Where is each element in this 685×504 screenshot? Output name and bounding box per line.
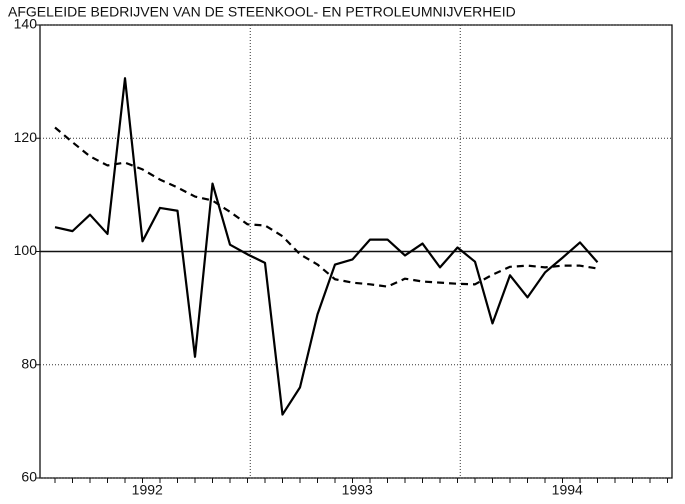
data-line (54, 77, 599, 416)
y-tick-label: 120 (14, 129, 38, 145)
x-tick-label: 1994 (552, 482, 583, 498)
y-tick-label: 100 (14, 242, 38, 258)
y-tick-label: 60 (21, 469, 37, 485)
chart-title: AFGELEIDE BEDRIJVEN VAN DE STEENKOOL- EN… (8, 4, 516, 20)
y-tick-label: 80 (21, 355, 37, 371)
x-tick-label: 1993 (342, 482, 373, 498)
data-line (54, 126, 598, 288)
y-tick-label: 140 (14, 16, 38, 32)
x-tick-label: 1992 (132, 482, 163, 498)
